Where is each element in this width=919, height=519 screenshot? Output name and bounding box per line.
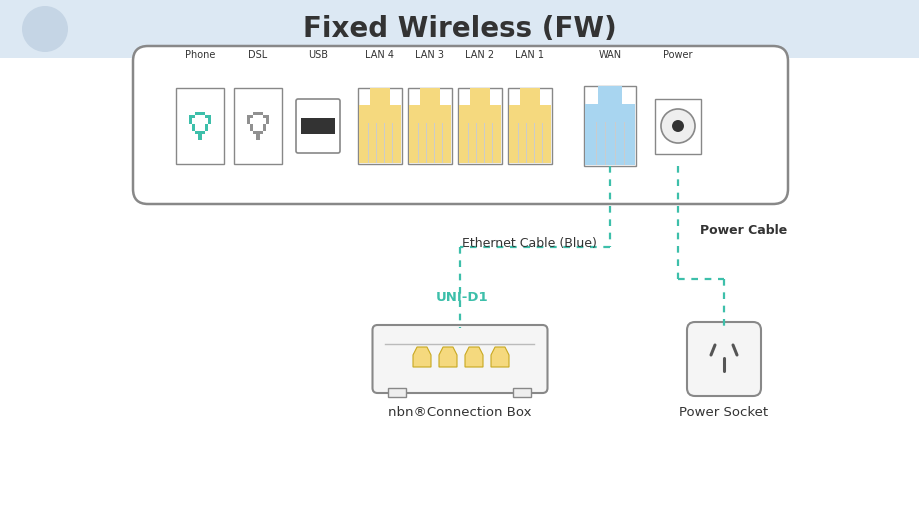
Circle shape	[660, 109, 694, 143]
Bar	[199, 131, 201, 134]
Bar	[176, 88, 223, 164]
Bar	[250, 125, 253, 128]
Bar	[233, 88, 282, 164]
Text: Power Socket: Power Socket	[679, 406, 767, 419]
Bar	[256, 131, 259, 134]
Bar	[513, 388, 531, 397]
Bar	[201, 112, 204, 115]
Bar	[459, 105, 501, 163]
Circle shape	[22, 6, 68, 52]
Bar	[654, 99, 700, 154]
Bar	[358, 105, 401, 163]
Bar	[458, 88, 502, 164]
Text: LAN 4: LAN 4	[365, 50, 394, 60]
Text: LAN 3: LAN 3	[415, 50, 444, 60]
Bar	[192, 125, 195, 128]
Bar	[256, 137, 259, 140]
Bar	[192, 128, 195, 131]
Bar	[208, 121, 210, 125]
Polygon shape	[413, 347, 430, 367]
Text: Power: Power	[663, 50, 692, 60]
Bar	[597, 86, 621, 104]
Bar	[199, 137, 201, 140]
Bar	[199, 112, 201, 115]
Bar	[263, 128, 266, 131]
Bar	[189, 121, 192, 125]
FancyBboxPatch shape	[0, 0, 919, 58]
FancyBboxPatch shape	[133, 46, 788, 204]
Bar	[259, 131, 263, 134]
Bar	[253, 131, 256, 134]
Bar	[250, 115, 253, 118]
Bar	[266, 118, 268, 121]
Polygon shape	[438, 347, 457, 367]
Bar	[508, 105, 550, 163]
Bar	[195, 112, 199, 115]
Text: Fixed Wireless (FW): Fixed Wireless (FW)	[302, 15, 617, 43]
Bar	[507, 88, 551, 164]
Bar	[584, 86, 635, 166]
FancyBboxPatch shape	[372, 325, 547, 393]
Bar	[256, 134, 259, 137]
Bar	[204, 128, 208, 131]
Polygon shape	[464, 347, 482, 367]
Circle shape	[671, 120, 683, 132]
Bar	[204, 125, 208, 128]
FancyBboxPatch shape	[296, 99, 340, 153]
Bar	[470, 88, 490, 105]
Bar	[208, 115, 210, 118]
Bar	[247, 121, 250, 125]
Bar	[266, 115, 268, 118]
Text: Ethernet Cable (Blue): Ethernet Cable (Blue)	[461, 238, 596, 251]
Bar	[247, 115, 250, 118]
Bar	[253, 112, 256, 115]
Bar	[357, 88, 402, 164]
Bar	[259, 112, 263, 115]
Bar	[250, 128, 253, 131]
Bar	[409, 105, 450, 163]
Polygon shape	[491, 347, 508, 367]
Bar	[584, 104, 634, 165]
Bar	[519, 88, 539, 105]
Text: DSL: DSL	[248, 50, 267, 60]
Bar	[388, 388, 406, 397]
Bar	[208, 118, 210, 121]
Bar	[263, 115, 266, 118]
Text: nbn®Connection Box: nbn®Connection Box	[388, 406, 531, 419]
Text: Power Cable: Power Cable	[699, 225, 787, 238]
Bar	[266, 121, 268, 125]
Bar	[204, 115, 208, 118]
Bar	[301, 118, 335, 134]
Bar	[189, 115, 192, 118]
Text: UNI-D1: UNI-D1	[436, 291, 488, 304]
Bar	[195, 131, 199, 134]
Bar	[201, 131, 204, 134]
Text: WAN: WAN	[597, 50, 621, 60]
FancyBboxPatch shape	[686, 322, 760, 396]
Bar	[407, 88, 451, 164]
Text: LAN 2: LAN 2	[465, 50, 494, 60]
Bar	[192, 115, 195, 118]
Text: LAN 1: LAN 1	[515, 50, 544, 60]
Bar	[189, 118, 192, 121]
Bar	[199, 134, 201, 137]
Text: Phone: Phone	[185, 50, 215, 60]
Bar	[263, 125, 266, 128]
Text: USB: USB	[308, 50, 328, 60]
Bar	[247, 118, 250, 121]
Bar	[369, 88, 390, 105]
Bar	[420, 88, 439, 105]
Bar	[256, 112, 259, 115]
